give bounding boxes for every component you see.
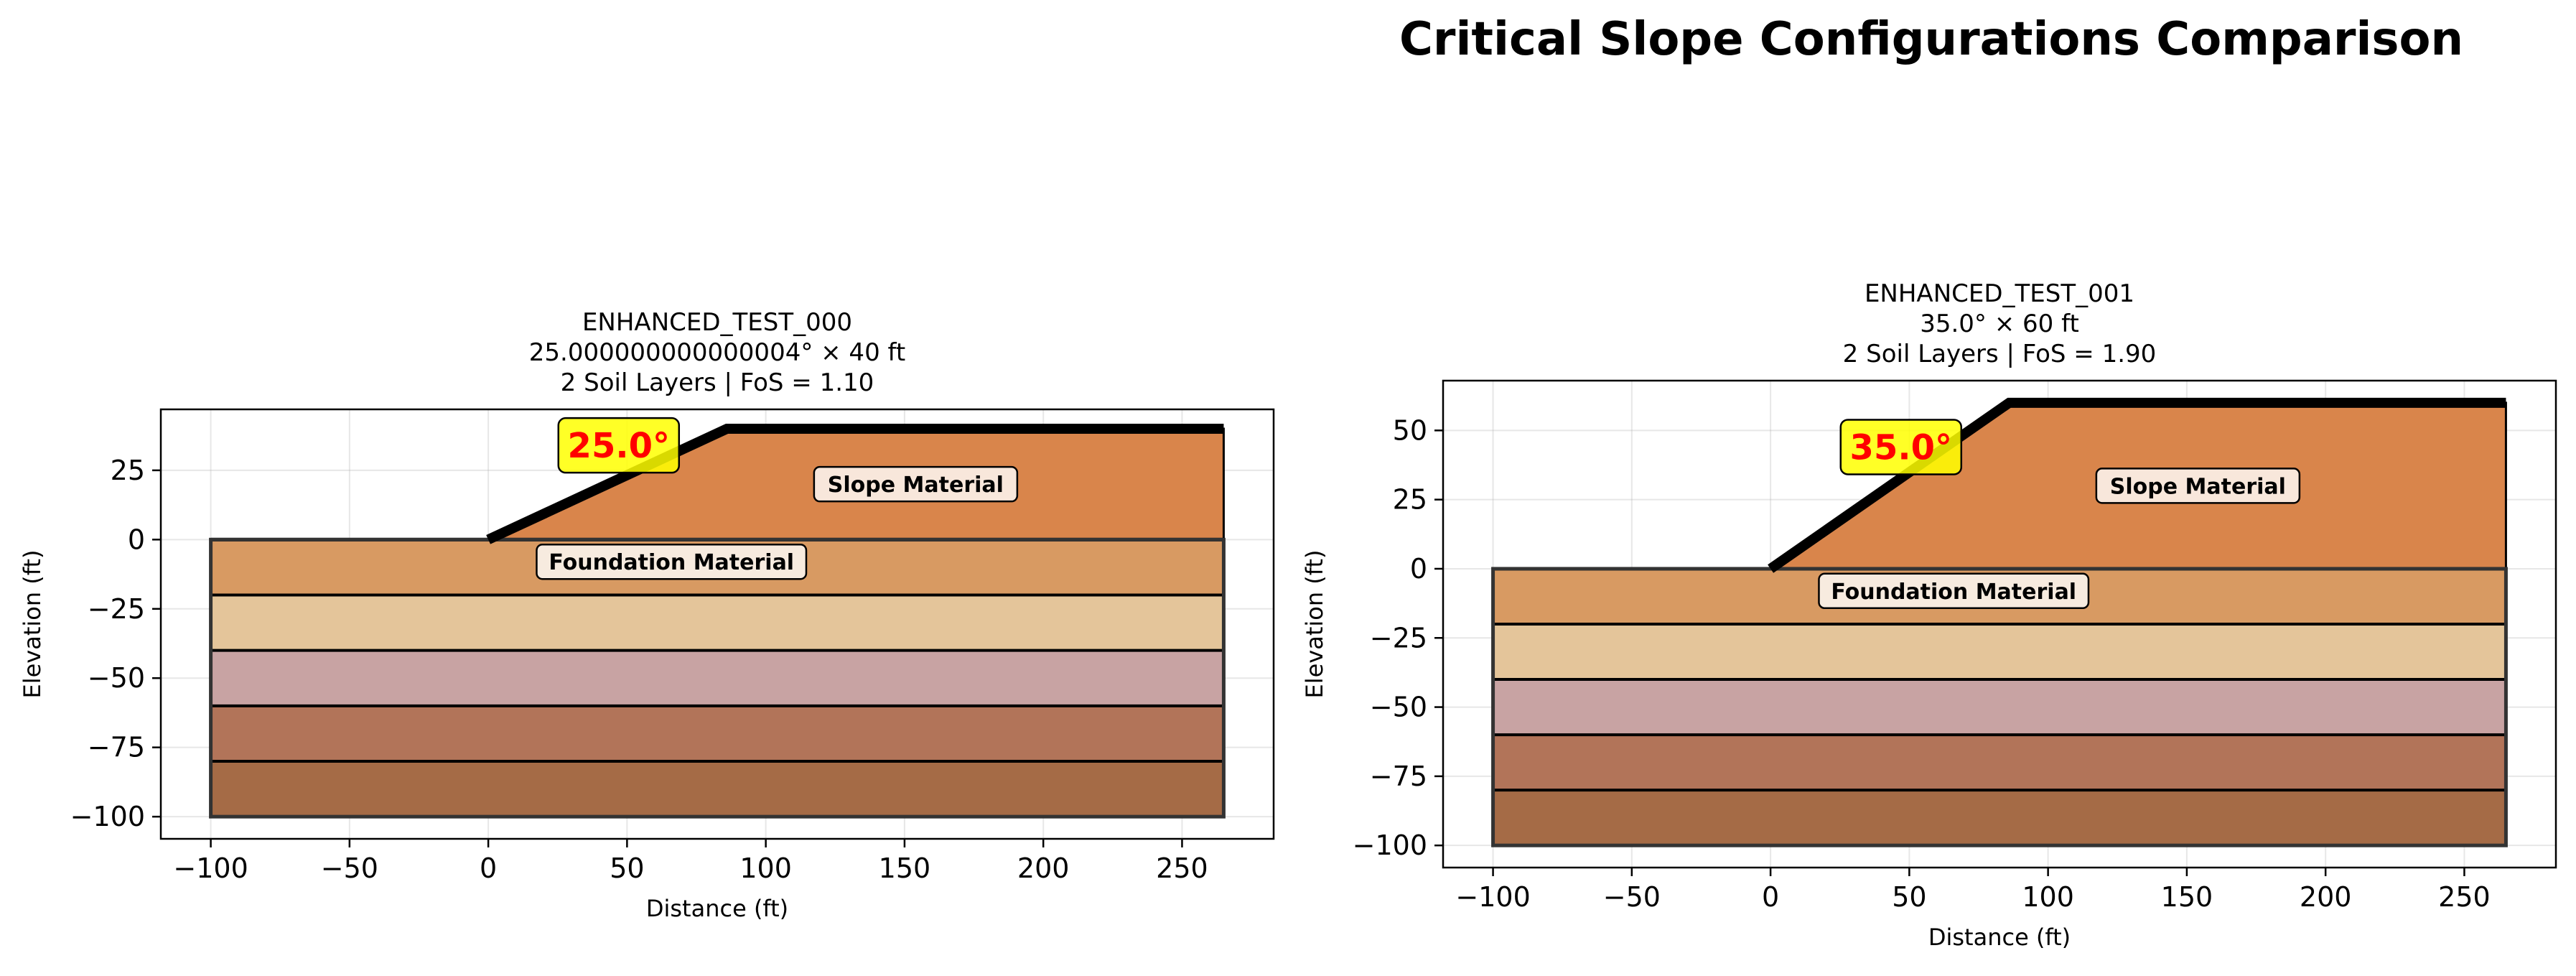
- y-tick-label: −50: [88, 662, 145, 694]
- subplot-title-line: ENHANCED_TEST_001: [1865, 279, 2134, 308]
- x-axis-label: Distance (ft): [646, 895, 788, 922]
- angle-label-box: [1839, 419, 1963, 475]
- x-tick-label: 250: [2438, 881, 2491, 913]
- slope-surface-line: [1768, 397, 2506, 573]
- y-tick-label: 0: [1410, 553, 1427, 585]
- subplot-title-line: ENHANCED_TEST_000: [582, 308, 852, 337]
- x-tick-label: 150: [2161, 881, 2213, 913]
- x-tick-label: 100: [739, 852, 792, 884]
- soil-layer: [1493, 679, 2506, 735]
- x-tick-label: 200: [2300, 881, 2352, 913]
- y-tick-label: −25: [1370, 622, 1427, 654]
- slope-surface-line: [486, 424, 1224, 544]
- material-label: Foundation Material: [549, 550, 794, 575]
- x-tick-label: −50: [321, 852, 378, 884]
- figure-suptitle: Critical Slope Configurations Comparison: [1399, 13, 2463, 66]
- x-tick-label: 50: [1892, 881, 1926, 913]
- axes-frame: [159, 408, 1275, 840]
- y-tick-label: 50: [1393, 414, 1427, 446]
- material-label-box: [1818, 572, 2090, 610]
- x-tick-label: 100: [2022, 881, 2074, 913]
- material-label-box: [2095, 468, 2301, 504]
- subplot-title-line: 35.0° × 60 ft: [1920, 310, 2079, 338]
- soil-layer: [210, 761, 1224, 817]
- y-tick-label: −75: [1370, 761, 1427, 792]
- material-label: Slope Material: [2110, 474, 2286, 499]
- x-tick-label: 200: [1017, 852, 1070, 884]
- domain-outline: [1491, 567, 2508, 847]
- angle-label-box: [557, 417, 681, 474]
- y-axis-label: Elevation (ft): [19, 549, 46, 698]
- x-tick-label: −100: [1455, 881, 1530, 913]
- y-axis-label: Elevation (ft): [1301, 549, 1328, 698]
- angle-label: 25.0°: [568, 426, 670, 466]
- soil-layer: [1493, 735, 2506, 791]
- material-label: Foundation Material: [1831, 580, 2076, 605]
- x-axis-label: Distance (ft): [1928, 924, 2071, 951]
- subplot-title-line: 25.000000000000004° × 40 ft: [529, 338, 905, 367]
- soil-layer: [210, 595, 1224, 651]
- subplot-title-line: 2 Soil Layers | FoS = 1.10: [561, 368, 874, 397]
- domain-outline: [209, 537, 1226, 819]
- y-tick-label: 0: [128, 524, 145, 555]
- soil-layer: [1493, 790, 2506, 846]
- y-tick-label: 25: [111, 455, 145, 486]
- material-label: Slope Material: [828, 473, 1004, 498]
- material-label-box: [813, 465, 1019, 503]
- y-tick-label: −100: [70, 801, 145, 832]
- soil-layer: [210, 705, 1224, 761]
- y-tick-label: 25: [1393, 484, 1427, 516]
- y-tick-label: −50: [1370, 692, 1427, 723]
- x-tick-label: 50: [610, 852, 644, 884]
- soil-layer: [210, 650, 1224, 706]
- y-tick-label: −25: [88, 593, 145, 625]
- axes-frame: [1442, 379, 2557, 869]
- x-tick-label: 0: [1762, 881, 1779, 913]
- x-tick-label: −100: [173, 852, 248, 884]
- x-tick-label: 150: [879, 852, 931, 884]
- soil-layer: [1493, 624, 2506, 680]
- y-tick-label: −100: [1353, 829, 1427, 861]
- y-tick-label: −75: [88, 732, 145, 763]
- x-tick-label: −50: [1603, 881, 1661, 913]
- x-tick-label: 0: [480, 852, 497, 884]
- subplot-title-line: 2 Soil Layers | FoS = 1.90: [1843, 340, 2157, 368]
- x-tick-label: 250: [1156, 852, 1208, 884]
- material-label-box: [536, 543, 808, 580]
- angle-label: 35.0°: [1850, 427, 1952, 468]
